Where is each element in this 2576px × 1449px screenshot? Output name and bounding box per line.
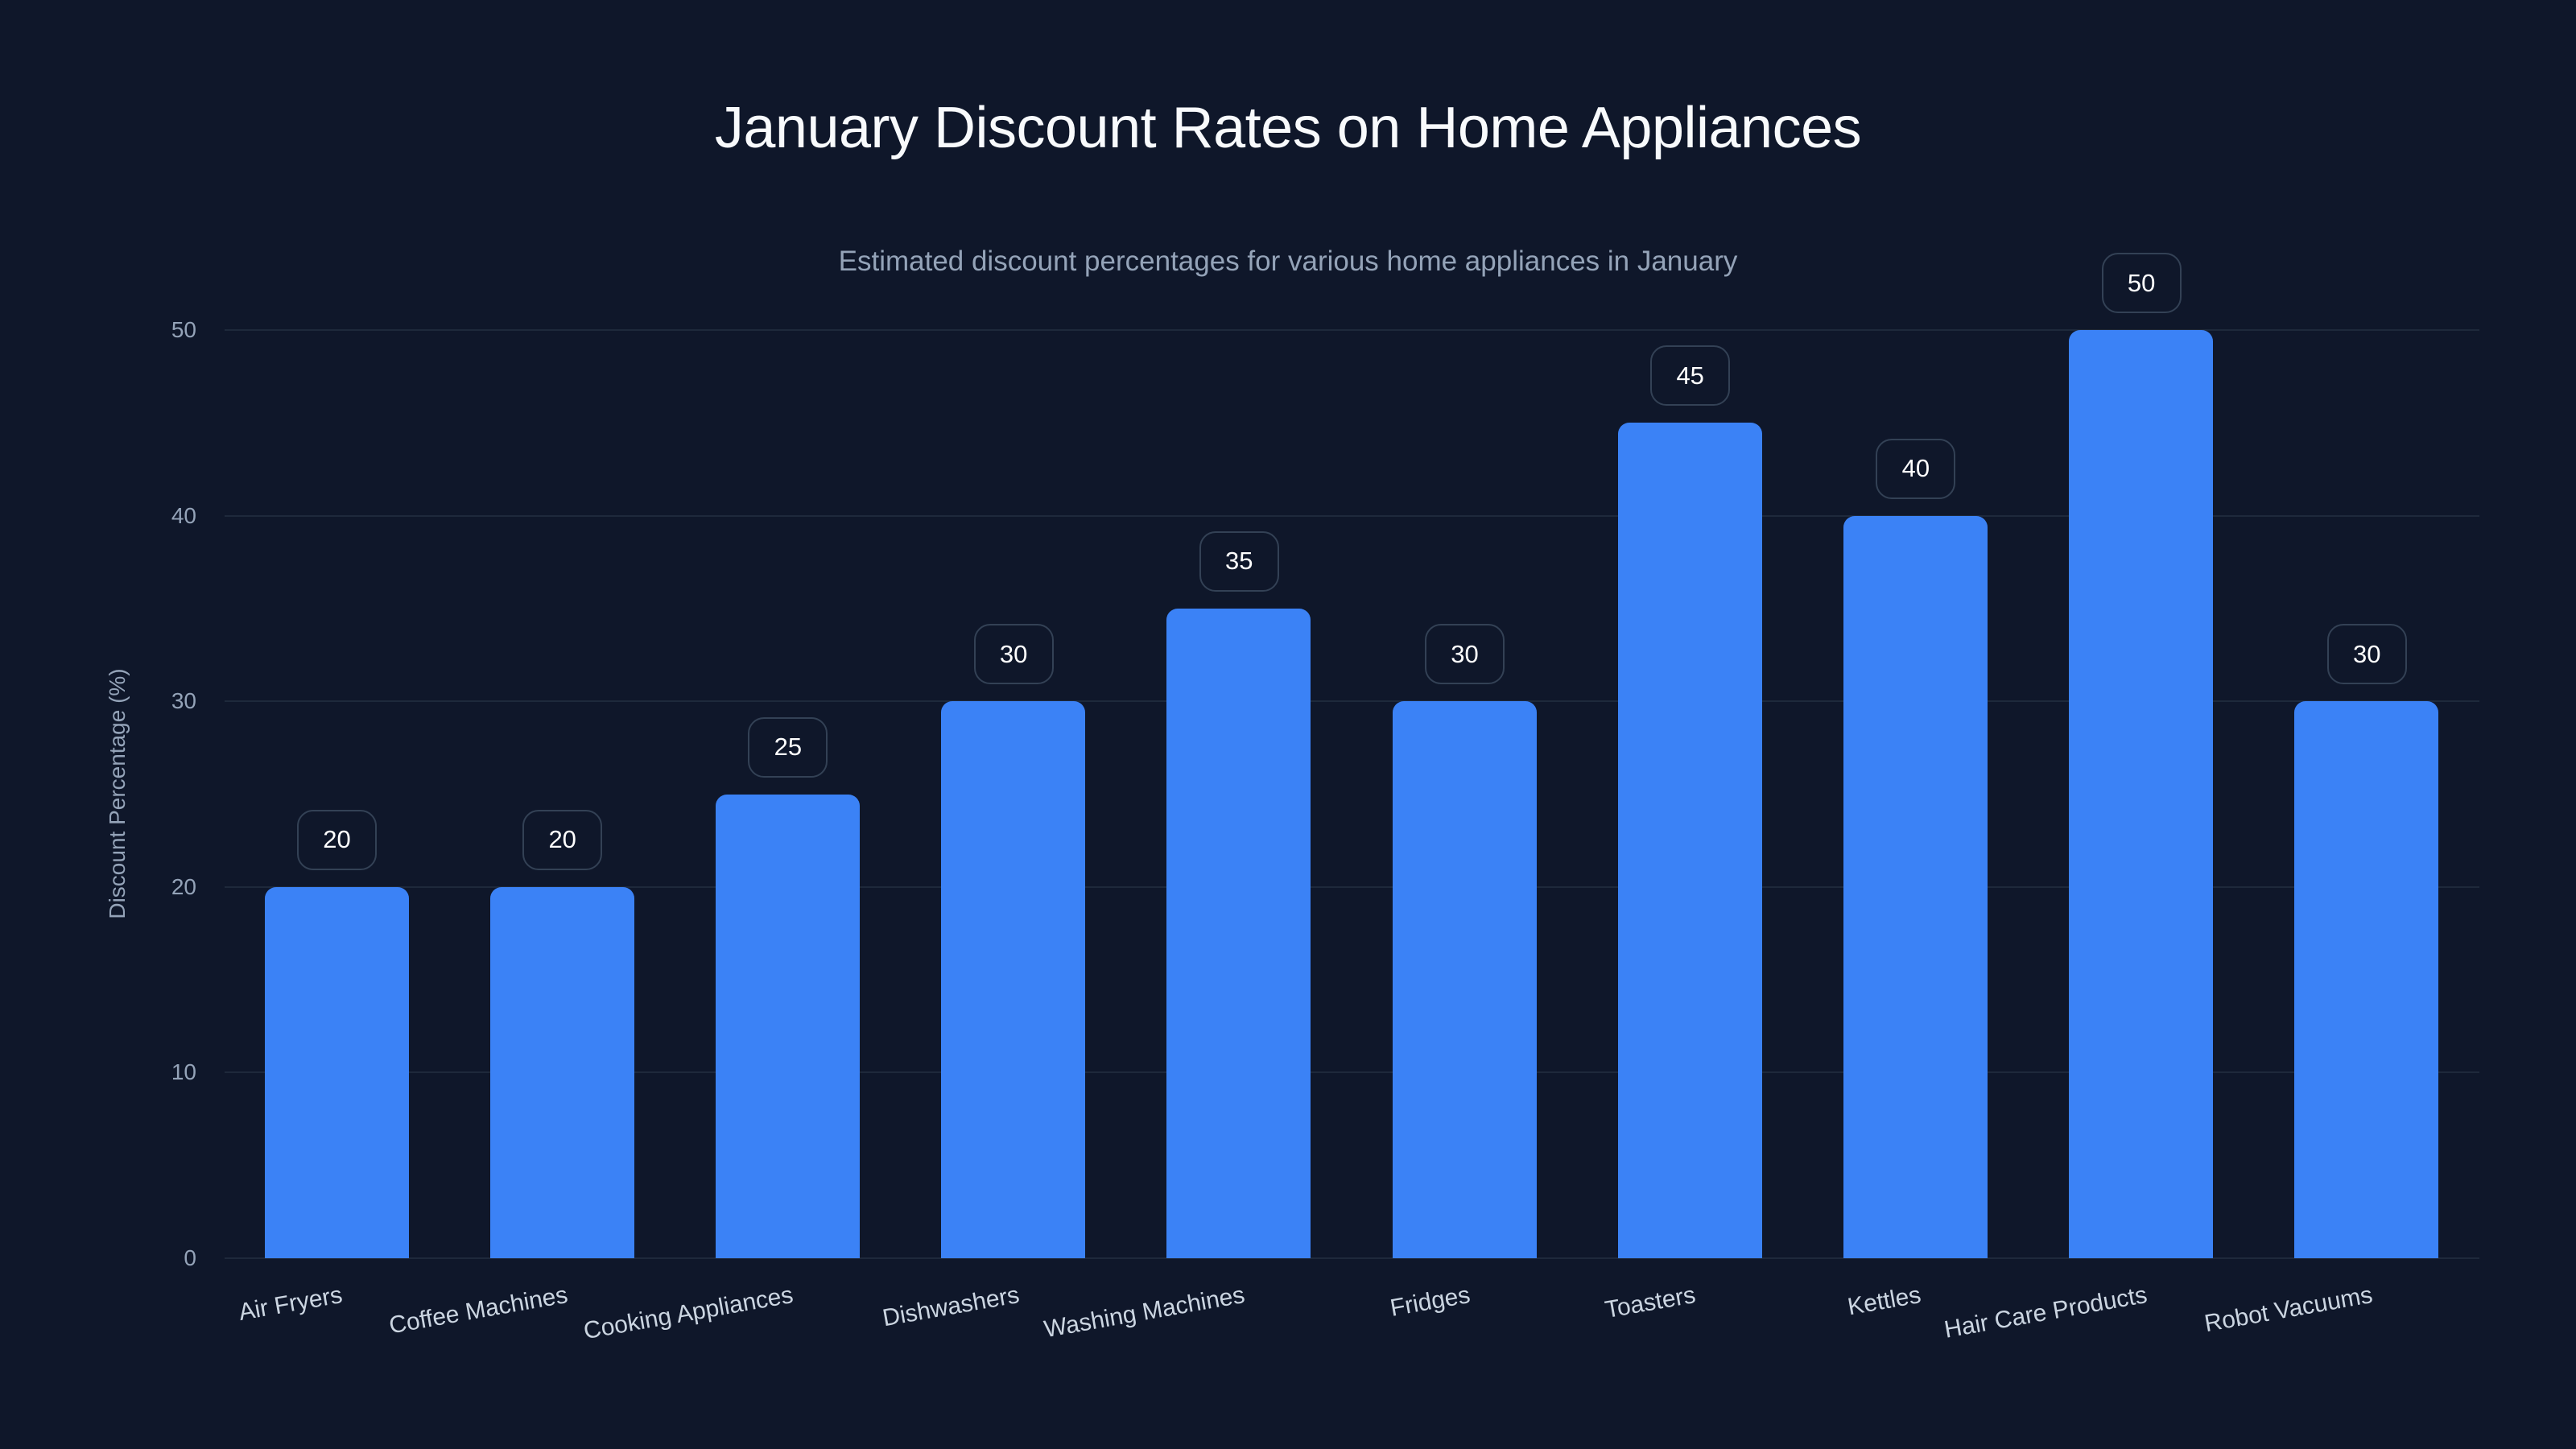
- x-tick-label: Coffee Machines: [387, 1282, 570, 1340]
- bar[interactable]: [2069, 330, 2214, 1258]
- x-tick-label: Robot Vacuums: [2202, 1282, 2375, 1338]
- data-label: 20: [522, 809, 603, 870]
- y-tick-label: 0: [184, 1245, 196, 1270]
- chart-subtitle: Estimated discount percentages for vario…: [838, 246, 1738, 277]
- gridline: [225, 329, 2479, 331]
- data-label: 30: [973, 624, 1054, 685]
- bar[interactable]: [1392, 701, 1537, 1258]
- x-tick-label: Washing Machines: [1042, 1282, 1247, 1344]
- data-label: 30: [2326, 624, 2407, 685]
- gridline: [225, 700, 2479, 703]
- x-tick-label: Cooking Appliances: [581, 1282, 796, 1345]
- bar[interactable]: [2294, 701, 2439, 1258]
- plot-area: 20 20 25 30 35 30 45 40 50 30: [225, 253, 2479, 1259]
- y-tick-label: 20: [171, 873, 196, 899]
- y-axis-label: Discount Percentage (%): [105, 668, 130, 919]
- bar[interactable]: [489, 886, 634, 1258]
- y-tick-label: 30: [171, 688, 196, 714]
- y-tick-label: 40: [171, 502, 196, 528]
- data-label: 40: [1876, 438, 1956, 499]
- bar[interactable]: [1166, 608, 1311, 1258]
- chart-title: January Discount Rates on Home Appliance…: [714, 96, 1862, 160]
- x-tick-label: Dishwashers: [880, 1282, 1022, 1332]
- data-label: 45: [1650, 345, 1731, 407]
- x-tick-label: Hair Care Products: [1942, 1282, 2149, 1344]
- data-label: 20: [297, 809, 377, 870]
- x-tick-label: Air Fryers: [236, 1282, 345, 1327]
- bar[interactable]: [941, 701, 1086, 1258]
- gridline: [225, 886, 2479, 888]
- gridline: [225, 1257, 2479, 1259]
- data-label: 50: [2101, 253, 2182, 313]
- bar[interactable]: [1843, 515, 1988, 1258]
- x-tick-label: Toasters: [1603, 1282, 1698, 1324]
- data-label: 30: [1425, 624, 1505, 685]
- x-tick-label: Kettles: [1846, 1282, 1924, 1321]
- data-label: 25: [748, 716, 828, 778]
- gridline: [225, 514, 2479, 517]
- x-tick-label: Fridges: [1388, 1282, 1472, 1322]
- y-tick-label: 50: [171, 317, 196, 342]
- data-label: 35: [1199, 530, 1279, 592]
- bar[interactable]: [264, 886, 409, 1258]
- gridline: [225, 1071, 2479, 1074]
- bar[interactable]: [1617, 423, 1762, 1258]
- y-tick-label: 10: [171, 1059, 196, 1085]
- bar[interactable]: [715, 794, 860, 1258]
